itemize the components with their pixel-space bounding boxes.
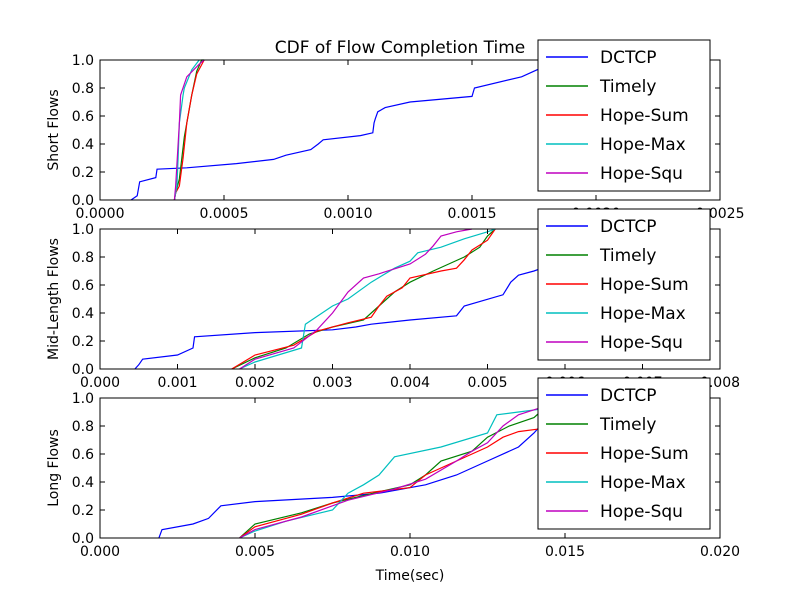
- short-flows-x-tick-label: 0.0000: [76, 206, 125, 222]
- long-flows-panel: 0.000 0.005 0.010 0.015 0.020 0.0 0.2 0.4 0.6 0.8…: [46, 377, 740, 560]
- long-flows-y-tick-label: 0.6: [72, 447, 94, 463]
- long-flows-y-tick-label: 0.8: [72, 419, 94, 435]
- mid-length-flows-series-dctcp: [134, 267, 542, 370]
- long-flows-legend-label-hope-sum: Hope-Sum: [600, 444, 689, 464]
- long-flows-y-tick-label: 0.4: [72, 475, 94, 491]
- short-flows-y-tick-label: 0.0: [72, 193, 94, 209]
- short-flows-legend-box: [537, 39, 711, 192]
- short-flows-legend-label-dctcp: DCTCP: [600, 48, 656, 68]
- mid-length-flows-series-hope-squ: [239, 228, 473, 370]
- long-flows-y-tick-label: 0.2: [72, 503, 94, 519]
- mid-length-flows-x-tick-label: 0.005: [467, 375, 507, 391]
- short-flows-x-tick-label: 0.0015: [448, 206, 497, 222]
- chart-title: CDF of Flow Completion Time: [275, 38, 526, 58]
- mid-length-flows-y-tick-label: 0.0: [72, 362, 94, 378]
- long-flows-legend-label-dctcp: DCTCP: [600, 386, 656, 406]
- long-flows-y-axis-title: Long Flows: [46, 429, 62, 507]
- short-flows-legend-label-timely: Timely: [599, 77, 656, 97]
- short-flows-legend-label-hope-squ: Hope-Squ: [600, 164, 683, 184]
- long-flows-series-dctcp: [158, 425, 541, 539]
- short-flows-y-tick-label: 0.8: [72, 81, 94, 97]
- mid-length-flows-y-tick-label: 0.8: [72, 250, 94, 266]
- mid-length-flows-panel: 0.0000.0010.0020.0030.0040.0050.0060.007…: [46, 208, 740, 391]
- mid-length-flows-legend-label-hope-max: Hope-Max: [600, 304, 686, 324]
- short-flows-series-dctcp: [130, 65, 547, 201]
- short-flows-y-tick-label: 0.4: [72, 137, 94, 153]
- short-flows-legend-label-hope-sum: Hope-Sum: [600, 106, 689, 126]
- long-flows-series-hope-squ: [239, 407, 541, 539]
- mid-length-flows-y-tick-label: 0.4: [72, 306, 94, 322]
- mid-length-flows-y-axis-title: Mid-Length Flows: [46, 238, 62, 360]
- long-flows-legend-label-timely: Timely: [599, 415, 656, 435]
- long-flows-legend-label-hope-squ: Hope-Squ: [600, 502, 683, 522]
- mid-length-flows-x-tick-label: 0.001: [157, 375, 197, 391]
- x-axis-title: Time(sec): [375, 568, 445, 584]
- mid-length-flows-x-tick-label: 0.004: [390, 375, 430, 391]
- long-flows-x-tick-label: 0.020: [700, 544, 740, 560]
- short-flows-y-tick-label: 0.6: [72, 109, 94, 125]
- long-flows-x-tick-label: 0.005: [235, 544, 275, 560]
- mid-length-flows-legend-label-hope-sum: Hope-Sum: [600, 275, 689, 295]
- mid-length-flows-x-tick-label: 0.002: [235, 375, 275, 391]
- mid-length-flows-legend: DCTCP Timely Hope-Sum Hope-Max Hope-Squ: [537, 208, 711, 361]
- long-flows-x-tick-label: 0.015: [545, 544, 585, 560]
- mid-length-flows-series-hope-sum: [231, 228, 496, 370]
- mid-length-flows-series-hope-max: [239, 228, 496, 370]
- long-flows-legend-label-hope-max: Hope-Max: [600, 473, 686, 493]
- long-flows-y-tick-label: 1.0: [72, 391, 94, 407]
- long-flows-x-tick-label: 0.010: [390, 544, 430, 560]
- long-flows-y-tick-label: 0.0: [72, 531, 94, 547]
- long-flows-legend: DCTCP Timely Hope-Sum Hope-Max Hope-Squ: [537, 377, 711, 530]
- short-flows-legend-label-hope-max: Hope-Max: [600, 135, 686, 155]
- short-flows-axes-frame: [99, 59, 721, 201]
- mid-length-flows-y-tick-label: 0.6: [72, 278, 94, 294]
- mid-length-flows-legend-label-timely: Timely: [599, 246, 656, 266]
- mid-length-flows-x-tick-label: 0.003: [312, 375, 352, 391]
- short-flows-y-tick-label: 0.2: [72, 165, 94, 181]
- mid-length-flows-series-timely: [231, 228, 496, 370]
- long-flows-x-tick-label: 0.000: [80, 544, 120, 560]
- short-flows-y-axis-title: Short Flows: [46, 89, 62, 170]
- short-flows-y-tick-label: 1.0: [72, 53, 94, 69]
- short-flows-x-tick-label: 0.0010: [324, 206, 373, 222]
- mid-length-flows-legend-label-dctcp: DCTCP: [600, 217, 656, 237]
- short-flows-panel: 0.00000.00050.00100.00150.00200.00250.00…: [46, 39, 745, 222]
- mid-length-flows-x-tick-label: 0.000: [80, 375, 120, 391]
- mid-length-flows-y-tick-label: 1.0: [72, 222, 94, 238]
- mid-length-flows-y-tick-label: 0.2: [72, 334, 94, 350]
- short-flows-series-hope-squ: [173, 59, 205, 201]
- mid-length-flows-legend-label-hope-squ: Hope-Squ: [600, 333, 683, 353]
- short-flows-legend: DCTCP Timely Hope-Sum Hope-Max Hope-Squ: [537, 39, 711, 192]
- short-flows-x-tick-label: 0.0005: [200, 206, 249, 222]
